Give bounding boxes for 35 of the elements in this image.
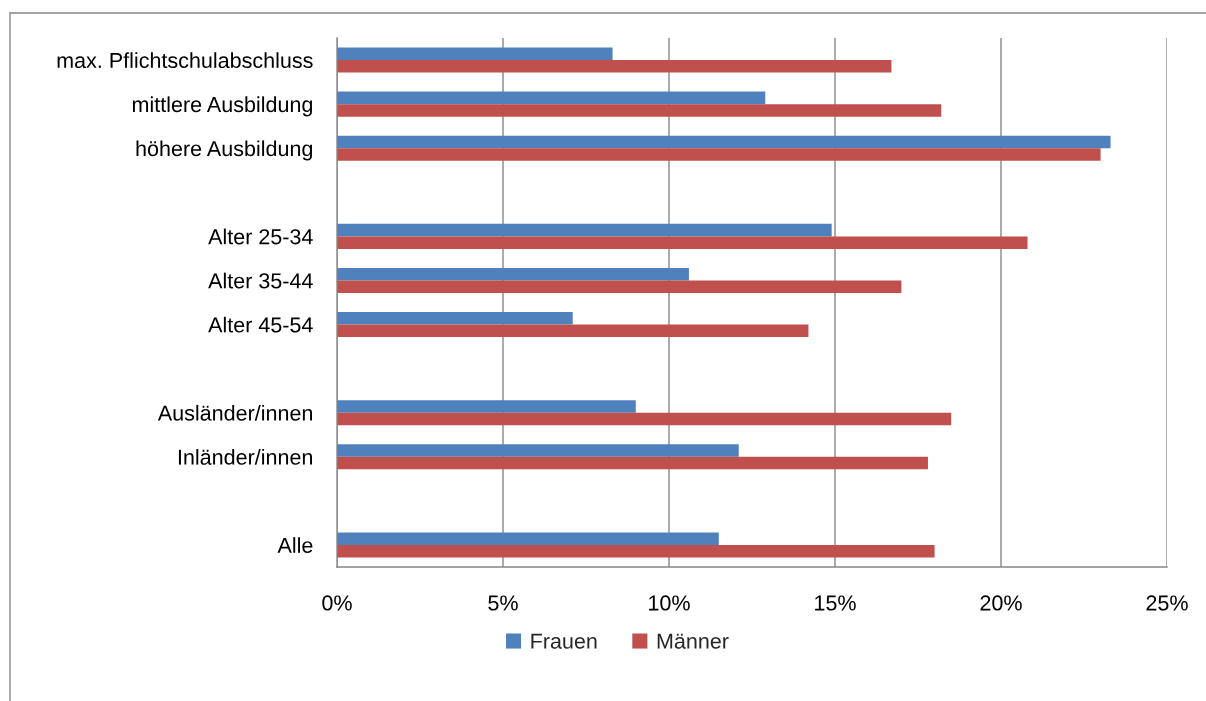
y-tick-label: Alter 35-44: [208, 272, 313, 289]
bar: [337, 267, 689, 281]
y-tick-label: Ausländer/innen: [157, 404, 312, 421]
x-tick-label: 20%: [980, 595, 1022, 611]
x-tick-label: 25%: [1146, 595, 1188, 611]
y-tick-label: Alle: [277, 537, 313, 553]
x-tick-label: 0%: [322, 595, 352, 611]
y-tick-label: höhere Ausbildung: [136, 140, 313, 161]
bar: [337, 532, 719, 545]
bar: [337, 280, 902, 294]
bar: [337, 444, 739, 457]
bar: [337, 60, 892, 73]
legend-label: Frauen: [531, 633, 597, 649]
y-tick-label: Inländer/innen: [178, 448, 312, 465]
bar: [337, 223, 832, 237]
y-tick-label: max. Pflichtschulabschluss: [57, 52, 313, 69]
bar: [337, 236, 1028, 249]
y-tick-label: Alter 25-34: [208, 228, 313, 245]
x-tick-label: 5%: [488, 595, 518, 611]
bar: [337, 91, 766, 105]
bar: [337, 412, 952, 426]
bar: [337, 148, 1101, 161]
bar: [337, 104, 942, 117]
bar: [337, 456, 928, 470]
bar: [337, 311, 573, 325]
bar: [337, 400, 636, 413]
x-tick-label: 10%: [649, 595, 690, 611]
bar: [337, 324, 809, 338]
y-tick-label: mittlere Ausbildung: [132, 96, 313, 117]
y-tick-label: Alter 45-54: [208, 316, 313, 333]
bar: [337, 544, 935, 558]
bar: [337, 47, 613, 61]
bar: [337, 135, 1111, 149]
x-tick-label: 15%: [815, 595, 856, 611]
legend-label: Männer: [657, 633, 729, 649]
